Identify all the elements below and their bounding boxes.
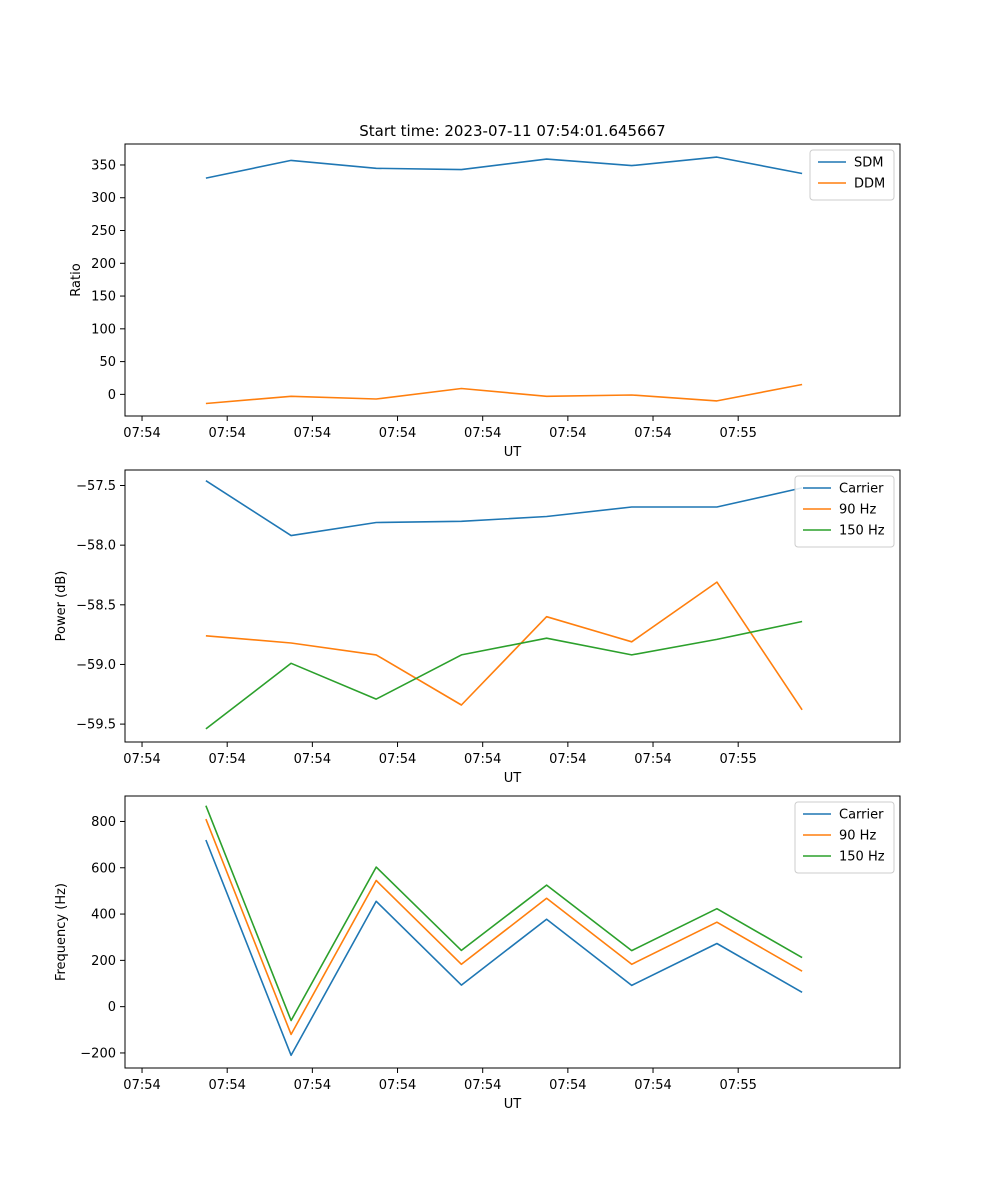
x-axis-label: UT bbox=[504, 771, 522, 786]
x-tick-label: 07:54 bbox=[549, 1078, 586, 1093]
y-axis-label: Power (dB) bbox=[54, 571, 69, 642]
x-tick-label: 07:54 bbox=[208, 426, 245, 441]
x-tick-label: 07:54 bbox=[294, 426, 331, 441]
y-tick-label: 0 bbox=[108, 388, 116, 403]
y-tick-label: −58.5 bbox=[76, 598, 116, 613]
y-tick-label: −200 bbox=[80, 1046, 116, 1061]
x-tick-label: 07:54 bbox=[379, 1078, 416, 1093]
series-line-sdm bbox=[205, 156, 803, 179]
x-tick-label: 07:54 bbox=[294, 752, 331, 767]
legend-label: DDM bbox=[854, 177, 885, 192]
x-tick-label: 07:54 bbox=[464, 426, 501, 441]
y-tick-label: 250 bbox=[91, 224, 116, 239]
y-tick-label: 50 bbox=[99, 355, 116, 370]
x-tick-label: 07:54 bbox=[464, 752, 501, 767]
legend-label: 90 Hz bbox=[839, 829, 876, 844]
x-tick-label: 07:54 bbox=[634, 752, 671, 767]
series-line-90-hz bbox=[205, 581, 803, 711]
legend: SDM DDM bbox=[809, 149, 895, 201]
y-axis-label: Ratio bbox=[69, 263, 84, 296]
legend-label: 150 Hz bbox=[839, 850, 885, 865]
subplot-3: 07:54 07:54 07:54 07:54 07:54 07:54 07:54 07:55… bbox=[54, 795, 901, 1112]
y-tick-label: −57.5 bbox=[76, 479, 116, 494]
legend-label: Carrier bbox=[839, 482, 884, 497]
x-tick-label: 07:54 bbox=[208, 1078, 245, 1093]
y-tick-label: 600 bbox=[91, 861, 116, 876]
y-tick-label: 200 bbox=[91, 257, 116, 272]
x-tick-label: 07:54 bbox=[123, 752, 160, 767]
axes-frame bbox=[124, 143, 901, 417]
x-tick-label: 07:54 bbox=[379, 426, 416, 441]
series-line-90-hz bbox=[205, 818, 803, 1036]
series-line-carrier bbox=[205, 480, 803, 537]
axes-frame bbox=[124, 795, 901, 1069]
x-axis-label: UT bbox=[504, 445, 522, 460]
series-line-carrier bbox=[205, 839, 803, 1057]
x-tick-label: 07:54 bbox=[123, 426, 160, 441]
y-tick-label: 800 bbox=[91, 815, 116, 830]
x-tick-label: 07:55 bbox=[719, 426, 756, 441]
chart-title: Start time: 2023-07-11 07:54:01.645667 bbox=[359, 122, 665, 140]
y-tick-label: 100 bbox=[91, 322, 116, 337]
x-tick-label: 07:54 bbox=[634, 1078, 671, 1093]
y-tick-label: −59.0 bbox=[76, 658, 116, 673]
series-line-150-hz bbox=[205, 805, 803, 1022]
y-axis-label: Frequency (Hz) bbox=[54, 883, 69, 981]
y-tick-label: 300 bbox=[91, 191, 116, 206]
x-tick-label: 07:54 bbox=[549, 426, 586, 441]
x-tick-label: 07:54 bbox=[549, 752, 586, 767]
x-tick-label: 07:54 bbox=[294, 1078, 331, 1093]
y-tick-label: 400 bbox=[91, 908, 116, 923]
x-tick-label: 07:54 bbox=[634, 426, 671, 441]
legend-label: 150 Hz bbox=[839, 524, 885, 539]
x-tick-label: 07:55 bbox=[719, 752, 756, 767]
x-tick-label: 07:54 bbox=[464, 1078, 501, 1093]
x-tick-label: 07:55 bbox=[719, 1078, 756, 1093]
y-tick-label: 0 bbox=[108, 1000, 116, 1015]
subplot-2: 07:54 07:54 07:54 07:54 07:54 07:54 07:54 07:55… bbox=[54, 469, 901, 786]
x-axis-label: UT bbox=[504, 1097, 522, 1112]
legend-label: 90 Hz bbox=[839, 503, 876, 518]
y-tick-label: −58.0 bbox=[76, 539, 116, 554]
legend-label: SDM bbox=[854, 156, 883, 171]
y-tick-label: 350 bbox=[91, 158, 116, 173]
legend-label: Carrier bbox=[839, 808, 884, 823]
y-tick-label: 200 bbox=[91, 954, 116, 969]
y-tick-label: −59.5 bbox=[76, 718, 116, 733]
series-line-150-hz bbox=[205, 620, 803, 730]
x-tick-label: 07:54 bbox=[123, 1078, 160, 1093]
y-tick-label: 150 bbox=[91, 290, 116, 305]
subplot-1: 07:54 07:54 07:54 07:54 07:54 07:54 07:54 07:55… bbox=[69, 122, 901, 460]
x-tick-label: 07:54 bbox=[208, 752, 245, 767]
series-line-ddm bbox=[205, 383, 803, 405]
legend: Carrier 90 Hz 150 Hz bbox=[794, 475, 895, 548]
x-tick-label: 07:54 bbox=[379, 752, 416, 767]
legend: Carrier 90 Hz 150 Hz bbox=[794, 801, 895, 874]
axes-frame bbox=[124, 469, 901, 743]
